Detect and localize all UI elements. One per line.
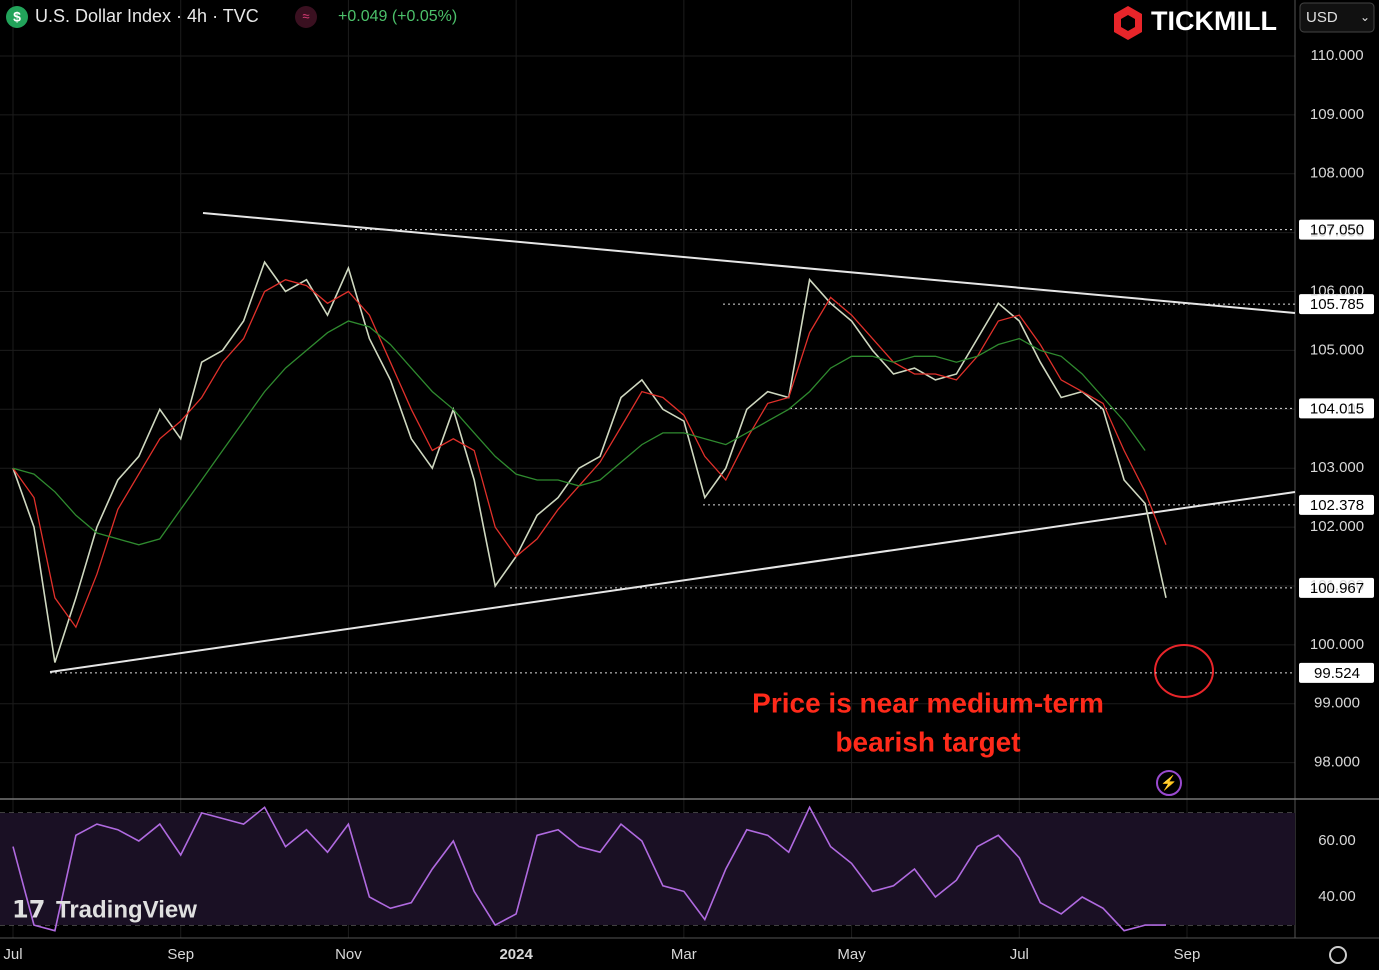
- currency-label: USD: [1306, 9, 1338, 26]
- level-tag: [1299, 662, 1374, 683]
- level-label: 107.050: [1310, 222, 1364, 239]
- y-tick-label: 108.000: [1310, 165, 1364, 182]
- plot: [12, 219, 1374, 932]
- series-line: [12, 279, 1167, 629]
- level-tag: [1299, 219, 1374, 240]
- symbol-icon: [6, 6, 28, 28]
- currency-select[interactable]: [1299, 2, 1375, 33]
- x-tick-label: Sep: [167, 946, 194, 963]
- x-tick-label: May: [837, 946, 866, 963]
- series-line: [12, 260, 1167, 663]
- settings-icon[interactable]: [1329, 946, 1347, 964]
- y-tick-label: 40.00: [1318, 888, 1356, 905]
- y-tick-label: 98.000: [1314, 754, 1360, 771]
- level-label: 105.785: [1310, 296, 1364, 313]
- currency-caret: ⌄: [1360, 10, 1370, 24]
- target-circle: [1154, 644, 1214, 698]
- series-line: [12, 805, 1166, 932]
- y-tick-label: 110.000: [1310, 47, 1363, 64]
- y-tick-label: 106.000: [1310, 282, 1364, 299]
- level-label: 102.378: [1310, 497, 1364, 514]
- brand-name: TICKMILL: [1151, 6, 1277, 36]
- level-label: 99.524: [1314, 665, 1360, 682]
- symbol-title: U.S. Dollar Index · 4h · TVC: [35, 6, 259, 26]
- y-tick-label: 107.000: [1310, 224, 1364, 241]
- x-tick-label: Jul: [3, 946, 22, 963]
- alert-glyph: ⚡: [1160, 775, 1177, 792]
- trend-line-lower: [49, 491, 1296, 673]
- x-tick-label: Jul: [1010, 946, 1029, 963]
- annotation-line: bearish target: [835, 726, 1020, 757]
- indicator-icon: [295, 6, 317, 28]
- y-tick-label: 105.000: [1310, 341, 1364, 358]
- x-tick-label: 2024: [499, 946, 533, 963]
- rsi-band: [0, 813, 1295, 925]
- price-change: +0.049 (+0.05%): [338, 8, 457, 25]
- series-line: [12, 320, 1146, 546]
- y-tick-label: 102.000: [1310, 518, 1364, 535]
- y-tick-label: 99.000: [1314, 695, 1360, 712]
- level-label: 100.967: [1310, 580, 1364, 597]
- annotation-line: Price is near medium-term: [752, 687, 1104, 718]
- x-tick-label: Nov: [335, 946, 362, 963]
- level-tag: [1299, 398, 1374, 419]
- y-tick-label: 103.000: [1310, 459, 1364, 476]
- watermark: TradingView: [56, 896, 197, 923]
- level-tag: [1299, 294, 1374, 315]
- y-tick-label: 109.000: [1310, 106, 1364, 123]
- indicator-glyph: ≈: [302, 8, 309, 23]
- brand-logo-inner: [1121, 15, 1135, 31]
- tv-logo: 𝟭𝟳: [12, 896, 45, 923]
- level-tag: [1299, 494, 1374, 515]
- y-tick-label: 101.000: [1310, 577, 1364, 594]
- alert-icon[interactable]: [1156, 770, 1182, 796]
- symbol-icon-glyph: $: [13, 9, 21, 25]
- y-tick-label: 100.000: [1310, 636, 1364, 653]
- x-tick-label: Sep: [1174, 946, 1201, 963]
- level-tag: [1299, 577, 1374, 598]
- x-tick-label: Mar: [671, 946, 697, 963]
- y-tick-label: 60.00: [1318, 832, 1356, 849]
- y-tick-label: 104.000: [1310, 400, 1364, 417]
- level-label: 104.015: [1310, 400, 1364, 417]
